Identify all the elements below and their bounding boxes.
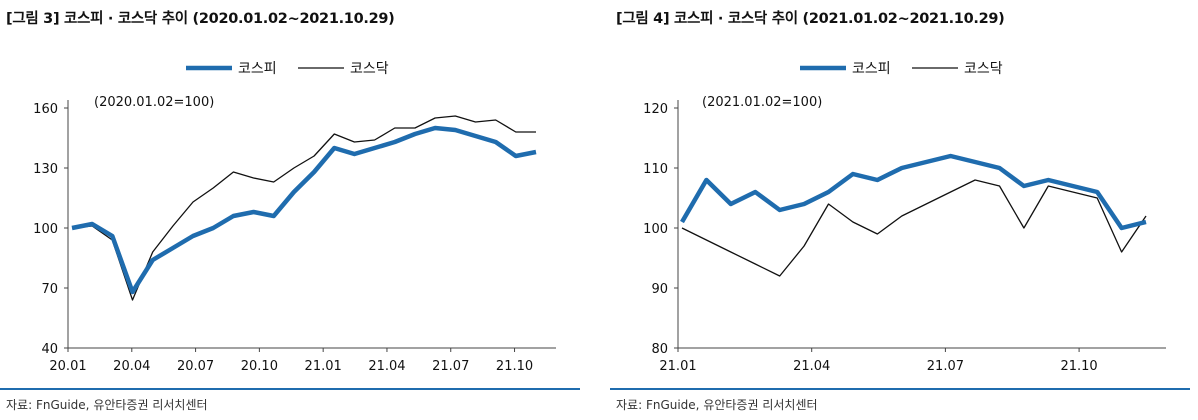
x-tick-label: 20.04 — [113, 359, 150, 374]
x-tick-label: 21.07 — [927, 359, 964, 374]
y-tick-label: 100 — [33, 222, 58, 237]
legend-label: 코스닥 — [350, 61, 389, 77]
y-tick-label: 80 — [651, 342, 668, 357]
base-note: (2020.01.02=100) — [94, 95, 214, 110]
y-tick-label: 90 — [651, 282, 668, 297]
plot-area: 40 70 100 130 160 20.01 20.04 20.07 20.10 21.01 21… — [33, 61, 556, 374]
series-line-kosdaq — [681, 179, 1147, 277]
source-note: 자료: FnGuide, 유안타증권 리서치센터 — [616, 398, 818, 412]
x-tick-label: 21.01 — [305, 359, 342, 374]
series-line-kosdaq — [71, 115, 536, 301]
series-line-kospi — [680, 153, 1147, 231]
y-tick-label: 70 — [41, 282, 58, 297]
x-tick-label: 21.10 — [496, 359, 533, 374]
line-chart: 80 90 100 110 120 21.01 21.04 21.07 21.10 (2021.0… — [643, 61, 1166, 374]
legend-label: 코스피 — [852, 61, 891, 77]
y-tick-label: 120 — [643, 102, 668, 117]
x-tick-label: 20.10 — [241, 359, 278, 374]
line-chart: 40 70 100 130 160 20.01 20.04 20.07 20.10 21.01 21… — [33, 61, 556, 374]
divider-rule — [610, 388, 1190, 390]
x-tick-label: 21.01 — [659, 359, 696, 374]
y-tick-label: 160 — [33, 102, 58, 117]
x-tick-label: 20.01 — [49, 359, 86, 374]
chart-title: [그림 3] 코스피 · 코스닥 추이 (2020.01.02~2021.10.… — [6, 11, 395, 27]
x-tick-label: 20.07 — [177, 359, 214, 374]
plot-area: 80 90 100 110 120 21.01 21.04 21.07 21.10 (2021.0… — [643, 61, 1166, 374]
base-note: (2021.01.02=100) — [702, 95, 822, 110]
y-tick-label: 100 — [643, 222, 668, 237]
x-tick-label: 21.04 — [793, 359, 830, 374]
legend-label: 코스닥 — [964, 61, 1003, 77]
chart-panel-kospi-kosdaq-2020: [그림 3] 코스피 · 코스닥 추이 (2020.01.02~2021.10.… — [0, 0, 588, 420]
x-tick-label: 21.10 — [1060, 359, 1097, 374]
divider-rule — [0, 388, 580, 390]
series-line-kospi — [71, 125, 537, 295]
x-tick-label: 21.07 — [432, 359, 469, 374]
chart-title: [그림 4] 코스피 · 코스닥 추이 (2021.01.02~2021.10.… — [616, 11, 1005, 27]
y-tick-label: 40 — [41, 342, 58, 357]
legend-label: 코스피 — [238, 61, 277, 77]
y-tick-label: 110 — [643, 162, 668, 177]
x-tick-label: 21.04 — [368, 359, 405, 374]
y-tick-label: 130 — [33, 162, 58, 177]
chart-panel-kospi-kosdaq-2021: [그림 4] 코스피 · 코스닥 추이 (2021.01.02~2021.10.… — [610, 0, 1198, 420]
source-note: 자료: FnGuide, 유안타증권 리서치센터 — [6, 398, 208, 412]
